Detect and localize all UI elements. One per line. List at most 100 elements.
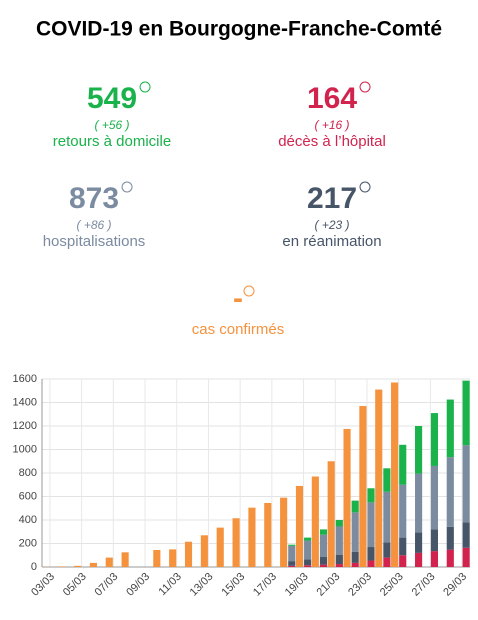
bar-segment: [383, 491, 391, 543]
stat-delta: ( +86 ): [76, 218, 111, 232]
bar: [359, 406, 367, 567]
bar-segment: [399, 484, 407, 538]
info-icon: [359, 181, 371, 193]
y-tick-label: 1600: [13, 373, 37, 385]
bar-segment: [430, 465, 439, 530]
stat-value: 164: [307, 82, 357, 115]
stat-delta: ( +16 ): [314, 118, 349, 132]
bar-segment: [288, 544, 296, 546]
bar-segment: [430, 551, 439, 567]
bar-segment: [304, 559, 312, 566]
bar-segment: [399, 537, 407, 556]
bar: [280, 497, 288, 567]
bar: [375, 389, 383, 567]
bar-segment: [367, 488, 375, 503]
y-tick-label: 0: [31, 561, 37, 573]
x-tick-label: 09/03: [124, 571, 152, 599]
bar-segment: [319, 534, 328, 558]
y-tick-label: 600: [19, 490, 37, 502]
bar-segment: [367, 547, 375, 561]
x-tick-label: 05/03: [61, 571, 89, 599]
bar: [391, 382, 399, 567]
info-icon: [243, 285, 255, 297]
x-tick-label: 27/03: [410, 571, 438, 599]
bar-segment: [446, 526, 454, 550]
bar: [169, 549, 177, 567]
bar-segment: [430, 413, 439, 466]
bar-segment: [351, 551, 359, 563]
bar: [327, 461, 335, 567]
stat-delta: ( +56 ): [94, 118, 129, 132]
stat-label: cas confirmés: [192, 321, 285, 338]
x-tick-label: 25/03: [378, 571, 406, 599]
bar-segment: [367, 502, 375, 548]
bar-segment: [367, 560, 375, 567]
y-tick-label: 400: [19, 514, 37, 526]
bar-segment: [415, 426, 423, 474]
bar-segment: [446, 549, 454, 567]
bar: [153, 549, 161, 567]
x-tick-label: 13/03: [188, 571, 216, 599]
bar: [121, 552, 129, 567]
stat-value: 549: [87, 82, 137, 115]
bar-segment: [304, 537, 312, 541]
bar-segment: [430, 529, 439, 552]
bar-segment: [399, 555, 407, 567]
bar-segment: [399, 444, 407, 485]
bar-segment: [288, 565, 296, 567]
stat-label: en réanimation: [282, 233, 381, 250]
bar: [216, 527, 224, 567]
bar-segment: [335, 526, 343, 555]
x-tick-label: 23/03: [346, 571, 374, 599]
bar: [58, 566, 66, 567]
bar-segment: [462, 445, 470, 523]
bar: [200, 535, 208, 567]
bar-segment: [351, 500, 359, 513]
stat-label: retours à domicile: [53, 133, 171, 150]
x-tick-label: 11/03: [157, 571, 184, 598]
bar: [89, 562, 97, 567]
stat-value: -: [233, 282, 243, 315]
bar-segment: [446, 457, 454, 527]
y-tick-label: 1000: [13, 443, 37, 455]
bar: [248, 507, 256, 567]
y-tick-label: 800: [19, 467, 37, 479]
bar: [73, 565, 82, 567]
bar-segment: [351, 512, 359, 552]
x-tick-label: 29/03: [441, 571, 469, 599]
info-icon: [139, 81, 151, 93]
bar-segment: [462, 380, 470, 446]
bar-segment: [383, 542, 391, 558]
y-tick-label: 1400: [13, 396, 37, 408]
stat-label: décès à l’hôpital: [278, 133, 386, 150]
bar-segment: [304, 565, 312, 567]
bar-segment: [383, 468, 391, 492]
x-tick-label: 07/03: [93, 571, 121, 599]
bar: [232, 518, 240, 567]
bar-segment: [415, 473, 423, 533]
bar: [311, 476, 319, 567]
stat-delta: ( +23 ): [314, 218, 349, 232]
stat-value: 873: [69, 182, 119, 215]
x-tick-label: 17/03: [251, 571, 279, 599]
bar-segment: [288, 561, 296, 566]
bar-segment: [304, 540, 312, 560]
bar-segment: [319, 557, 328, 565]
bar-segment: [383, 557, 391, 567]
info-icon: [121, 181, 133, 193]
bar-segment: [335, 554, 343, 565]
bar: [184, 541, 193, 567]
bar-segment: [415, 532, 423, 553]
bar-segment: [446, 399, 454, 458]
x-tick-label: 21/03: [314, 571, 342, 599]
bar-segment: [351, 562, 359, 567]
stat-label: hospitalisations: [43, 233, 146, 250]
bar-segment: [415, 552, 423, 567]
x-tick-label: 19/03: [283, 571, 311, 599]
y-tick-label: 1200: [13, 420, 37, 432]
bar: [343, 428, 351, 567]
bar-segment: [335, 520, 343, 527]
info-icon: [359, 81, 371, 93]
